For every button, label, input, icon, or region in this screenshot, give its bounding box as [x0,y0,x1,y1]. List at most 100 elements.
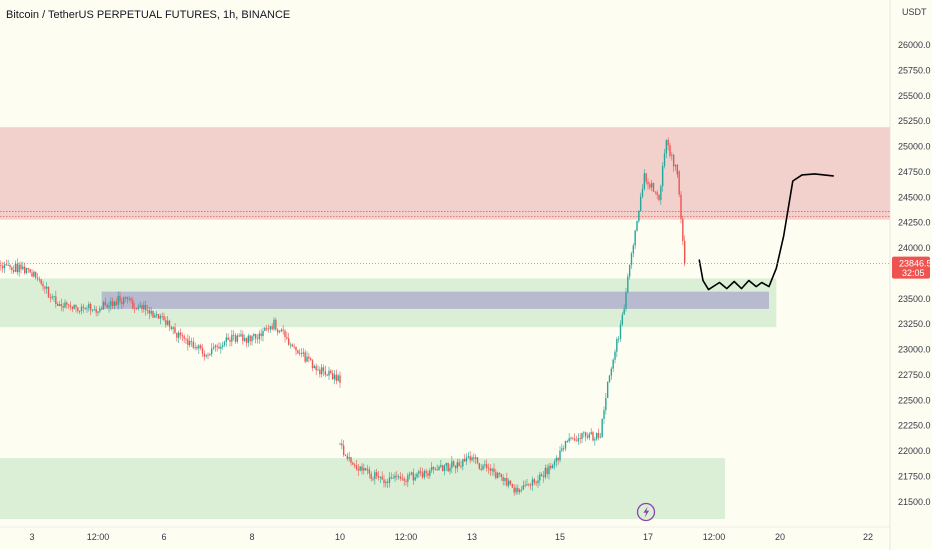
candle-348 [636,220,638,232]
candle-77 [141,303,143,313]
candle-151 [276,328,279,336]
candle-104 [190,337,193,347]
candle-51 [93,305,96,311]
candle-162 [297,349,299,354]
candle-5 [9,264,11,270]
candle-2 [3,261,6,274]
candle-182 [333,370,336,385]
candle-93 [170,325,173,331]
candle-335 [612,358,614,372]
candle-297 [542,471,545,483]
candle-89 [163,312,165,322]
candle-74 [135,307,138,311]
candle-12 [22,261,24,271]
candle-69 [126,296,129,304]
candle-339 [619,320,622,342]
candle-179 [328,366,330,381]
candle-174 [319,366,321,378]
candle-110 [201,344,204,357]
candle-3 [5,259,8,266]
candle-328 [599,432,602,439]
candle-372 [678,170,680,198]
candle-97 [177,330,180,344]
candle-92 [168,319,171,332]
candle-265 [484,460,486,469]
candle-291 [531,476,534,491]
candle-267 [487,463,490,475]
time-axis[interactable]: 3 12:00 6 8 10 12:00 13 15 17 12:00 20 22 [0,526,890,542]
y-tick-label-11: 24250.0 [898,218,931,228]
forecast-path[interactable] [698,173,834,291]
candle-65 [119,291,121,305]
candle-248 [452,459,455,468]
y-tick-label-16: 25500.0 [898,91,931,101]
candle-40 [73,304,75,310]
candle-38 [69,301,72,311]
last-price-value: 23846.5 [899,259,932,269]
candle-122 [223,340,226,347]
candle-96 [176,332,178,342]
candle-287 [524,480,526,488]
resistance-zone-0[interactable] [0,127,890,220]
candle-67 [122,296,125,307]
candle-363 [663,148,666,169]
candle-331 [605,392,607,415]
candle-227 [414,473,416,482]
candle-221 [403,476,405,486]
candle-187 [341,439,343,450]
candle-72 [132,296,134,310]
candle-239 [436,464,438,471]
candle-315 [575,435,578,442]
candle-191 [348,451,350,462]
candle-126 [231,330,233,347]
candle-214 [390,472,393,480]
candle-27 [49,293,52,303]
price-axis[interactable]: 21500.0 21750.0 22000.0 22250.0 22500.0 22750… [889,0,931,550]
x-tick-label-10: 20 [775,532,785,542]
candle-143 [262,327,264,342]
candle-185 [339,371,341,388]
candle-356 [650,179,653,192]
candle-0 [0,260,2,271]
lightning-icon[interactable] [636,502,656,522]
candle-177 [324,365,327,377]
candle-212 [386,478,389,489]
candle-257 [469,450,471,464]
candle-264 [482,463,484,471]
candle-124 [227,333,229,340]
candle-199 [363,463,365,475]
candle-259 [473,453,475,463]
candle-71 [130,297,132,304]
candle-215 [392,474,394,479]
candle-205 [374,469,376,485]
candle-19 [34,271,37,280]
candle-165 [302,348,305,357]
candle-236 [430,462,433,474]
candle-219 [399,472,402,482]
candle-125 [229,337,231,347]
candle-7 [12,265,15,274]
candle-228 [416,472,418,479]
candle-98 [179,328,182,340]
candle-63 [115,298,118,307]
candle-186 [339,442,341,445]
candle-357 [652,182,655,193]
candle-170 [311,358,314,372]
imbalance-zone-2[interactable] [101,291,769,309]
candle-13 [23,262,26,275]
candle-129 [236,333,239,344]
candle-88 [161,312,163,320]
candle-1 [1,262,4,273]
candle-310 [566,439,569,443]
candle-343 [627,273,629,294]
candle-87 [159,313,162,325]
candle-333 [608,374,611,384]
candle-282 [515,484,517,495]
candle-91 [166,316,169,326]
candle-224 [408,471,411,480]
candle-108 [198,343,200,354]
x-tick-label-4: 10 [335,532,345,542]
candle-284 [518,488,521,495]
candle-15 [27,267,30,273]
